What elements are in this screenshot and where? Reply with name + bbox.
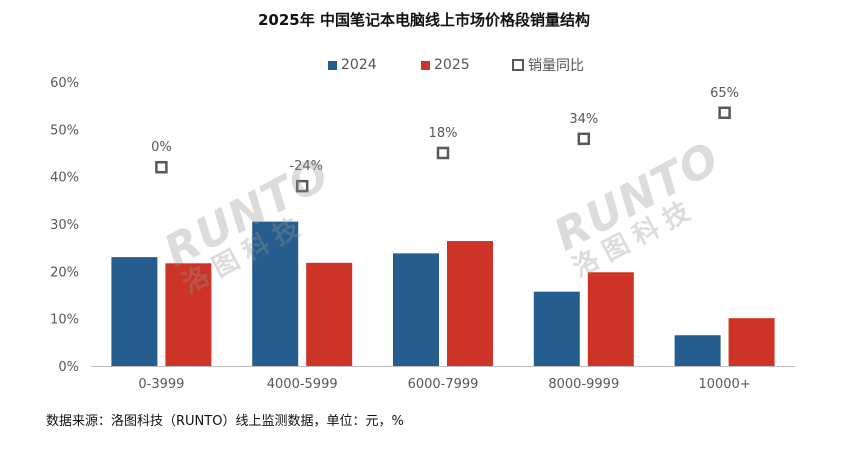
- yoy-label-6000-7999: 18%: [429, 126, 458, 141]
- yoy-label-0-3999: 0%: [151, 140, 172, 155]
- legend-item-yoy: 销量同比: [512, 56, 584, 74]
- x-tick-label: 6000-7999: [408, 377, 479, 392]
- bar-2025-0-3999: [165, 263, 212, 366]
- yoy-label-4000-5999: -24%: [289, 159, 323, 174]
- legend-label-2025: 2025: [434, 57, 470, 73]
- bar-2024-0-3999: [111, 257, 158, 366]
- legend-swatch-2025: [421, 60, 430, 70]
- chart-plot: 0% 10% 20% 30% 40% 50% 60% 0-3999 0% 4000-5999 -24…: [50, 76, 795, 392]
- legend-item-2024: 2024: [328, 56, 377, 74]
- legend-item-2025: 2025: [421, 56, 470, 74]
- yoy-marker-6000-7999: [436, 146, 450, 160]
- bar-2024-4000-5999: [252, 221, 299, 366]
- y-tick-label: 30%: [50, 218, 79, 233]
- yoy-marker-8000-9999: [577, 132, 591, 146]
- legend-marker-yoy: [512, 59, 524, 71]
- y-tick-label: 0%: [58, 360, 79, 375]
- y-tick-label: 50%: [50, 123, 79, 138]
- legend-swatch-2024: [328, 60, 337, 70]
- x-tick-label: 4000-5999: [267, 377, 338, 392]
- yoy-marker-4000-5999: [295, 179, 309, 193]
- legend-label-2024: 2024: [341, 57, 377, 73]
- bar-2025-8000-9999: [587, 272, 634, 366]
- bar-2024-10000+: [674, 335, 721, 366]
- y-tick-label: 60%: [50, 76, 79, 91]
- yoy-label-8000-9999: 34%: [569, 112, 598, 127]
- chart-title: 2025年 中国笔记本电脑线上市场价格段销量结构: [258, 11, 590, 29]
- y-tick-label: 20%: [50, 265, 79, 280]
- y-tick-label: 40%: [50, 171, 79, 186]
- bar-2025-6000-7999: [447, 241, 493, 366]
- legend-label-yoy: 销量同比: [528, 58, 584, 74]
- yoy-label-10000+: 65%: [710, 86, 739, 101]
- yoy-marker-0-3999: [155, 160, 168, 174]
- x-tick-label: 8000-9999: [548, 377, 619, 392]
- bar-2024-8000-9999: [533, 291, 580, 366]
- bar-2024-6000-7999: [393, 253, 439, 366]
- bar-2025-10000+: [728, 318, 775, 366]
- bar-2025-4000-5999: [306, 262, 353, 366]
- x-tick-label: 10000+: [698, 377, 750, 392]
- yoy-marker-10000+: [718, 106, 731, 120]
- x-tick-label: 0-3999: [138, 377, 184, 392]
- y-tick-label: 10%: [50, 313, 79, 328]
- source-note: 数据来源：洛图科技（RUNTO）线上监测数据，单位：元，%: [46, 414, 404, 429]
